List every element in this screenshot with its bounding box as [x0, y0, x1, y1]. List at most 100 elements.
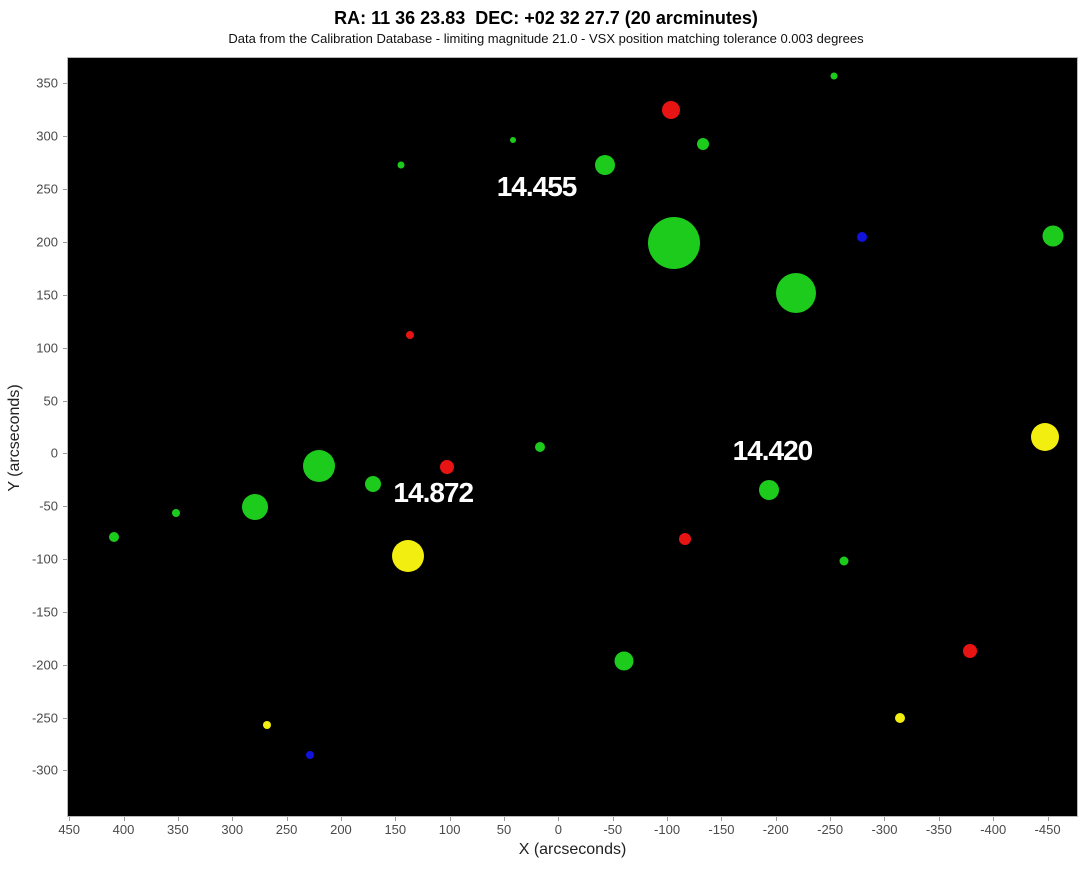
x-tick-label: 350	[167, 822, 189, 837]
star-marker-yellow	[894, 712, 905, 723]
x-tick-mark	[830, 817, 832, 821]
star-marker-yellow	[392, 539, 425, 572]
x-tick-label: 300	[221, 822, 244, 837]
chart-subtitle: Data from the Calibration Database - lim…	[228, 31, 864, 46]
x-tick-mark	[721, 817, 723, 821]
x-tick-mark	[123, 817, 125, 821]
y-tick-label: -300	[31, 762, 58, 778]
star-marker-green	[108, 531, 119, 542]
y-tick-mark	[63, 136, 67, 138]
y-tick-label: -250	[31, 710, 58, 726]
plot-area: 14.455 14.872 14.420	[67, 57, 1078, 817]
x-tick-mark	[504, 817, 505, 821]
x-tick-mark	[558, 817, 560, 821]
star-marker-green	[241, 494, 268, 521]
y-tick-label: 250	[36, 181, 58, 197]
y-tick-mark	[63, 294, 67, 296]
star-marker-red	[440, 460, 455, 475]
star-marker-green	[759, 480, 780, 501]
y-tick-mark	[63, 506, 67, 508]
x-tick-mark	[340, 817, 342, 821]
y-tick-mark	[63, 453, 67, 455]
star-marker-green	[647, 216, 700, 269]
star-marker-green	[830, 72, 838, 80]
x-tick-label: -50	[603, 822, 623, 837]
star-marker-green	[171, 508, 180, 517]
y-tick-label: 150	[36, 287, 58, 303]
y-tick-label: -100	[31, 551, 58, 567]
x-tick-label: -300	[871, 822, 898, 837]
y-tick-mark	[63, 400, 67, 402]
y-tick-label: -150	[31, 604, 58, 620]
x-tick-label: -150	[708, 822, 735, 837]
x-tick-mark	[775, 817, 777, 821]
y-tick-mark	[63, 83, 67, 85]
star-marker-green	[776, 272, 817, 313]
x-tick-mark	[177, 817, 179, 821]
y-axis-label: Y (arcseconds)	[6, 384, 23, 492]
star-marker-green	[397, 161, 405, 169]
x-tick-label: -100	[654, 822, 681, 837]
x-tick-label: -450	[1034, 822, 1061, 837]
y-tick-label: 50	[43, 393, 58, 409]
x-tick-mark	[286, 817, 288, 821]
magnitude-label: 14.872	[393, 477, 474, 509]
x-axis-label: X (arcseconds)	[518, 841, 627, 858]
star-marker-red	[679, 532, 692, 545]
x-tick-mark	[395, 817, 397, 821]
star-marker-blue	[306, 750, 315, 759]
x-tick-label: -400	[980, 822, 1007, 837]
x-tick-label: 0	[554, 822, 562, 837]
star-marker-green	[509, 137, 516, 144]
x-tick-label: -250	[817, 822, 844, 837]
star-marker-green	[534, 441, 545, 452]
x-tick-mark	[884, 817, 886, 821]
y-tick-label: 0	[50, 445, 58, 461]
y-tick-mark	[63, 770, 67, 772]
x-tick-label: 400	[112, 822, 135, 837]
star-marker-green	[365, 475, 382, 492]
x-tick-mark	[69, 817, 71, 821]
x-tick-label: -350	[925, 822, 952, 837]
magnitude-label: 14.455	[496, 170, 578, 202]
star-marker-yellow	[262, 720, 271, 729]
star-marker-green	[1042, 225, 1064, 247]
x-tick-label: 250	[275, 822, 298, 837]
y-tick-mark	[63, 347, 67, 349]
y-tick-label: 100	[36, 340, 58, 356]
y-tick-mark	[63, 189, 67, 191]
star-marker-green	[595, 154, 616, 175]
y-tick-label: 300	[36, 128, 58, 144]
x-tick-mark	[993, 817, 995, 821]
star-marker-red	[406, 330, 415, 339]
y-tick-mark	[63, 611, 67, 613]
y-tick-label: 200	[36, 234, 58, 250]
x-tick-label: 150	[384, 822, 407, 837]
x-tick-label: -200	[762, 822, 789, 837]
star-marker-green	[696, 137, 709, 150]
y-tick-mark	[63, 559, 67, 561]
star-marker-green	[303, 450, 336, 482]
y-tick-mark	[63, 241, 67, 243]
chart-title: RA: 11 36 23.83 DEC: +02 32 27.7 (20 arc…	[334, 8, 758, 28]
x-tick-mark	[667, 817, 669, 821]
x-tick-mark	[938, 817, 940, 821]
star-marker-green	[614, 651, 633, 670]
star-marker-red	[963, 643, 978, 658]
y-tick-label: -200	[31, 657, 58, 673]
x-tick-mark	[449, 817, 451, 821]
x-tick-label: 50	[496, 822, 512, 837]
x-tick-label: 200	[330, 822, 352, 837]
y-tick-mark	[63, 717, 67, 719]
star-marker-green	[839, 556, 849, 566]
x-tick-label: 100	[438, 822, 461, 837]
x-tick-mark	[612, 817, 614, 821]
star-marker-yellow	[1031, 423, 1060, 452]
x-tick-mark	[1047, 817, 1049, 821]
y-tick-label: -50	[39, 498, 58, 514]
x-tick-label: 450	[58, 822, 81, 837]
y-tick-label: 350	[36, 75, 58, 91]
x-tick-mark	[232, 817, 234, 821]
magnitude-label: 14.420	[732, 435, 814, 467]
star-marker-blue	[856, 231, 867, 242]
